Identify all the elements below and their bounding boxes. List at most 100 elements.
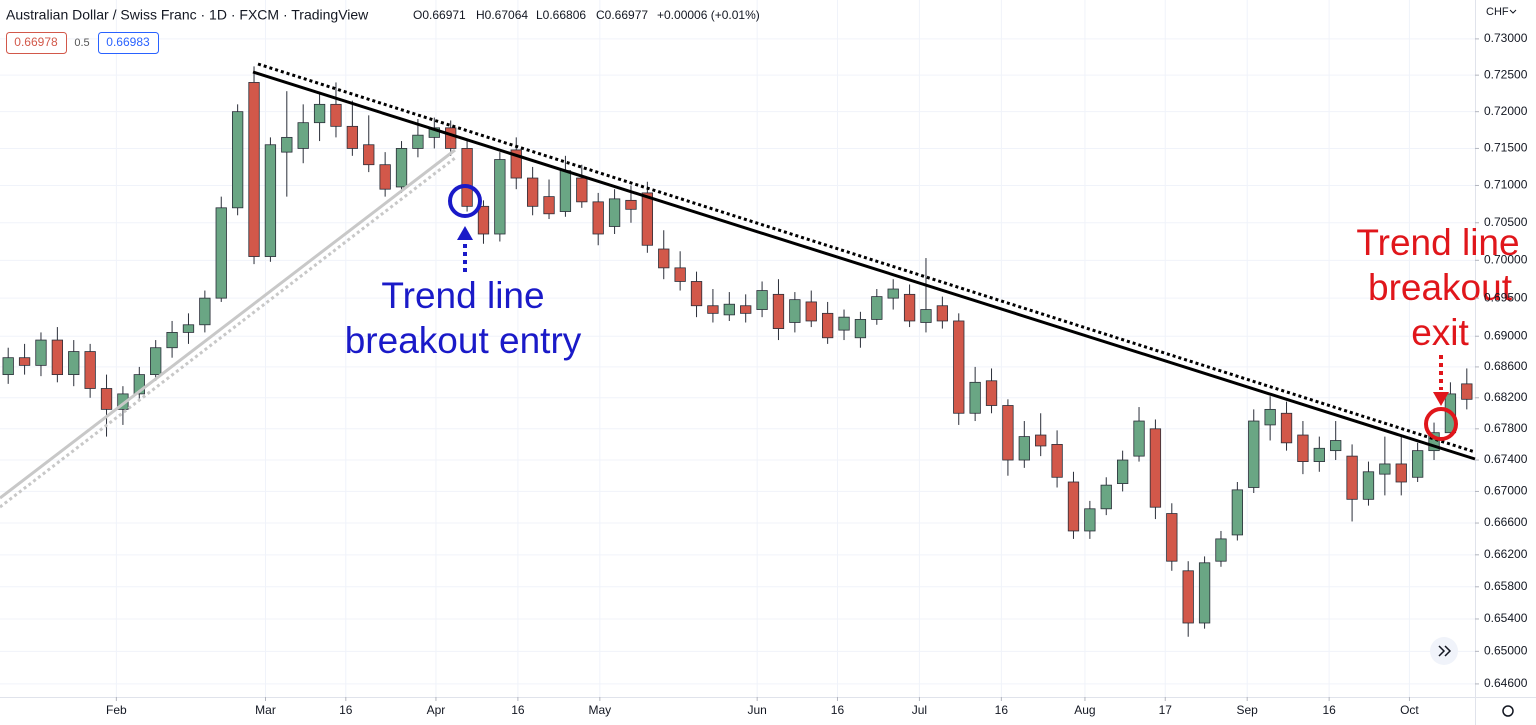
x-tick-label: Jun xyxy=(747,703,766,717)
spread: 0.5 xyxy=(74,37,89,49)
candle-body xyxy=(1084,508,1096,532)
candle-body xyxy=(953,320,965,414)
candle-body xyxy=(526,177,539,207)
candle-body xyxy=(1166,513,1178,562)
candle-body xyxy=(969,381,981,414)
candle-body xyxy=(1330,440,1342,452)
currency-chevron xyxy=(1509,9,1517,14)
scroll-icon xyxy=(1438,645,1452,657)
x-tick-label: Aug xyxy=(1074,703,1095,717)
chart-title: Australian Dollar / Swiss Franc · 1D · F… xyxy=(6,7,369,23)
y-tick-label: 0.73000 xyxy=(1484,31,1528,45)
y-tick-label: 0.67800 xyxy=(1484,421,1528,435)
ohlc-close: C0.66977 xyxy=(596,8,648,22)
y-tick-label: 0.65800 xyxy=(1484,579,1528,593)
y-tick-label: 0.71000 xyxy=(1484,178,1528,192)
candle-body xyxy=(903,293,916,322)
candle-body xyxy=(805,301,817,322)
y-tick-label: 0.70500 xyxy=(1484,215,1528,229)
support-line xyxy=(0,148,456,500)
ohlc-header: O0.66971 H0.67064 L0.66806 C0.66977 +0.0… xyxy=(413,8,760,22)
ohlc-change: +0.00006 (+0.01%) xyxy=(657,8,760,22)
candle-body xyxy=(150,347,162,376)
x-tick-label: 16 xyxy=(511,703,525,717)
annotation-text: Trend line xyxy=(381,275,544,316)
y-tick-label: 0.72500 xyxy=(1484,67,1528,81)
x-tick-label: 16 xyxy=(995,703,1009,717)
y-tick-label: 0.69500 xyxy=(1484,290,1528,304)
candle-body xyxy=(1149,428,1162,508)
candle-body xyxy=(1297,434,1309,462)
trend-line-dotted xyxy=(257,62,1476,454)
candle-body xyxy=(2,357,14,376)
candle-body xyxy=(608,198,621,227)
candle-body xyxy=(1411,450,1424,478)
candle-body xyxy=(821,312,834,339)
y-tick-label: 0.69000 xyxy=(1484,328,1528,342)
y-tick-label: 0.71500 xyxy=(1484,141,1528,155)
candle-body xyxy=(625,199,637,210)
candle-body xyxy=(1198,562,1211,624)
candle-body xyxy=(1395,463,1407,483)
candle-body xyxy=(1116,459,1129,484)
annotation-text: Trend line xyxy=(1356,222,1519,263)
candle-body xyxy=(707,305,719,314)
y-tick-label: 0.65400 xyxy=(1484,611,1528,625)
candle-body xyxy=(772,293,785,329)
candle-body xyxy=(1379,463,1391,475)
annotation-exit: Trend line breakout exit xyxy=(1356,222,1519,353)
candle-body xyxy=(1182,570,1194,624)
candle-body xyxy=(231,111,244,209)
y-tick-label: 0.66600 xyxy=(1484,515,1528,529)
candle-body xyxy=(313,103,326,124)
candle-body xyxy=(690,281,703,307)
candle-body xyxy=(166,332,178,349)
candle-body xyxy=(215,207,227,299)
candle-body xyxy=(445,127,457,149)
x-tick-label: Feb xyxy=(106,703,127,717)
y-tick-label: 0.68600 xyxy=(1484,359,1528,373)
bid-badge[interactable] xyxy=(6,32,67,54)
candle-body xyxy=(920,309,932,323)
settings-icon[interactable] xyxy=(1502,705,1514,717)
x-tick-label: Mar xyxy=(255,703,276,717)
y-tick-label: 0.68200 xyxy=(1484,390,1528,404)
x-tick-label: Apr xyxy=(427,703,446,717)
x-tick-label: Jul xyxy=(912,703,927,717)
candle-body xyxy=(264,144,277,257)
entry-arrowhead xyxy=(457,226,473,240)
candle-body xyxy=(576,177,588,203)
candle-body xyxy=(395,148,408,188)
candle-body xyxy=(1461,383,1473,400)
ohlc-low: L0.66806 xyxy=(536,8,586,22)
annotation-text: breakout xyxy=(1368,267,1513,308)
candle-body xyxy=(281,136,293,153)
ask-price: 0.66983 xyxy=(106,35,150,49)
candle-body xyxy=(658,248,670,269)
candle-body xyxy=(363,144,375,166)
candle-body xyxy=(182,324,195,333)
candle-body xyxy=(740,305,752,314)
candle-body xyxy=(461,148,473,207)
y-tick-label: 0.66200 xyxy=(1484,547,1528,561)
candle-body xyxy=(297,122,309,149)
candle-body xyxy=(100,388,113,410)
x-tick-label: 16 xyxy=(339,703,353,717)
candle-body xyxy=(871,296,883,320)
candle-body xyxy=(543,196,555,215)
candle-body xyxy=(1133,420,1145,457)
candle-body xyxy=(838,316,850,331)
currency-label[interactable]: CHF xyxy=(1486,6,1509,18)
candle-body xyxy=(1067,481,1080,532)
candle-body xyxy=(18,357,31,366)
ohlc-open: O0.66971 xyxy=(413,8,466,22)
candle-body xyxy=(1362,471,1375,500)
ask-badge[interactable] xyxy=(98,32,159,54)
annotation-text: exit xyxy=(1411,312,1469,353)
candle-body xyxy=(985,380,998,406)
candle-body xyxy=(559,170,572,212)
candle-body xyxy=(199,297,211,326)
candle-body xyxy=(1313,447,1325,462)
